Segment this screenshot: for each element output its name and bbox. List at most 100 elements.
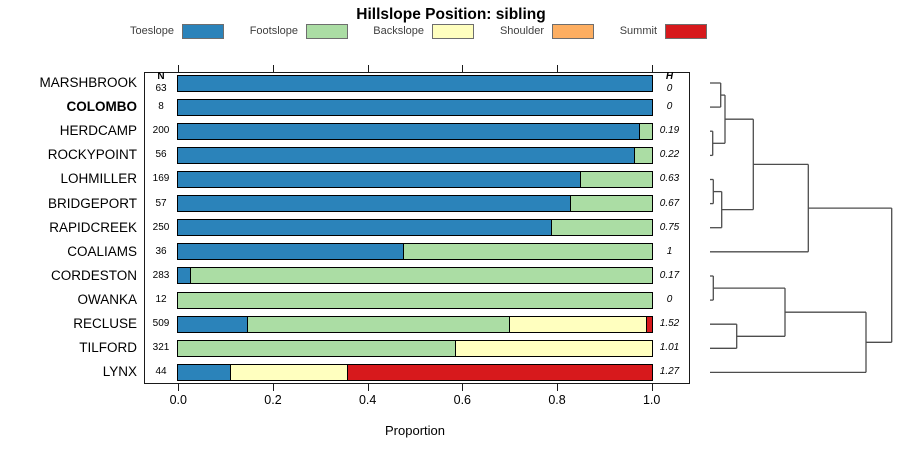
row-n-value: 200 (152, 125, 170, 137)
bar-segment-footslope (551, 220, 652, 236)
row-label: CORDESTON (50, 267, 137, 283)
row-label: TILFORD (79, 340, 137, 356)
row-h-value: 0.19 (659, 125, 680, 137)
dendrogram (710, 82, 893, 374)
bar-segment-footslope (579, 171, 652, 187)
row-h-value: 0.63 (659, 173, 680, 185)
x-tick-bottom (178, 384, 180, 391)
row-h-value: 0.22 (659, 149, 680, 161)
bar-segment-toeslope (178, 196, 571, 212)
row-n-value: 12 (155, 294, 167, 306)
stacked-bar-lohmiller (177, 170, 653, 188)
n-column-header: N (157, 71, 165, 82)
stacked-bar-bridgeport (177, 195, 653, 213)
bar-segment-footslope (634, 147, 652, 163)
bar-segment-footslope (570, 196, 652, 212)
legend-swatch (432, 24, 474, 39)
chart-title: Hillslope Position: sibling (356, 6, 546, 23)
legend-swatch (665, 24, 707, 39)
x-tick-bottom (272, 384, 274, 391)
bar-segment-backslope (230, 364, 347, 380)
row-label: OWANKA (77, 292, 137, 308)
bar-segment-footslope (402, 244, 652, 260)
x-tick-top (651, 65, 653, 72)
x-tick-top (557, 65, 559, 72)
stacked-bar-herdcamp (177, 122, 653, 140)
row-n-value: 57 (155, 197, 167, 209)
legend-swatch (552, 24, 594, 39)
stacked-bar-marshbrook (177, 74, 653, 92)
row-n-value: 509 (152, 318, 170, 330)
bar-segment-toeslope (178, 99, 652, 115)
row-label: ROCKYPOINT (47, 147, 137, 163)
bar-segment-toeslope (178, 220, 552, 236)
row-n-value: 283 (152, 269, 170, 281)
stacked-bar-rapidcreek (177, 219, 653, 237)
row-label: LOHMILLER (60, 171, 137, 187)
legend-label: Backslope (373, 25, 424, 37)
stacked-bar-tilford (177, 339, 653, 357)
bar-segment-toeslope (178, 364, 231, 380)
bar-segment-toeslope (178, 268, 191, 284)
bar-segment-backslope (508, 316, 646, 332)
x-tick-bottom (557, 384, 559, 391)
x-tick-top (462, 65, 464, 72)
row-h-value: 1.27 (659, 366, 680, 378)
x-tick-bottom (651, 384, 653, 391)
row-label: RAPIDCREEK (49, 219, 137, 235)
x-tick-label: 1.0 (642, 393, 661, 407)
row-n-value: 44 (155, 366, 167, 378)
bar-segment-toeslope (178, 147, 635, 163)
stacked-bar-recluse (177, 315, 653, 333)
bar-segment-toeslope (178, 171, 580, 187)
stacked-bar-colombo (177, 98, 653, 116)
row-h-value: 1 (666, 245, 673, 257)
legend-swatch (182, 24, 224, 39)
bar-segment-footslope (178, 292, 652, 308)
x-tick-label: 0.2 (264, 393, 282, 407)
row-n-value: 169 (152, 173, 170, 185)
row-label: BRIDGEPORT (47, 195, 137, 211)
bar-segment-summit (346, 364, 652, 380)
stacked-bar-rockypoint (177, 146, 653, 164)
x-tick-bottom (367, 384, 369, 391)
row-label: RECLUSE (73, 316, 137, 332)
row-n-value: 36 (155, 245, 167, 257)
x-axis-title: Proportion (385, 423, 445, 438)
legend-swatch (306, 24, 348, 39)
legend-label: Footslope (249, 25, 298, 37)
row-label: HERDCAMP (59, 123, 137, 139)
legend-label: Toeslope (129, 25, 174, 37)
row-label: MARSHBROOK (39, 75, 137, 90)
x-tick-label: 0.4 (358, 393, 377, 407)
row-n-value: 250 (152, 221, 170, 233)
stacked-bar-owanka (177, 291, 653, 309)
x-tick-top (272, 65, 274, 72)
bar-segment-footslope (638, 123, 652, 139)
legend-label: Summit (619, 25, 657, 37)
row-n-value: N 63 (145, 71, 177, 95)
x-tick-label: 0.8 (548, 393, 566, 407)
legend-label: Shoulder (499, 25, 544, 37)
row-h-value: 0 (666, 294, 673, 306)
row-h-value: 1.01 (659, 342, 680, 354)
row-h-value: 0.75 (659, 221, 680, 233)
plot-area (144, 72, 690, 384)
row-h-value: 0 (666, 101, 673, 113)
bar-segment-footslope (246, 316, 509, 332)
x-tick-label: 0.0 (169, 393, 187, 407)
bar-segment-footslope (178, 340, 455, 356)
stacked-bar-cordeston (177, 267, 653, 285)
bar-segment-toeslope (178, 316, 247, 332)
bar-segment-toeslope (178, 244, 403, 260)
row-label: LYNX (102, 364, 137, 380)
bar-segment-footslope (190, 268, 652, 284)
row-h-value: 0.17 (659, 269, 680, 281)
h-column-header: H (665, 71, 674, 82)
bar-segment-toeslope (178, 123, 639, 139)
x-tick-bottom (462, 384, 464, 391)
row-n-value: 321 (152, 342, 170, 354)
row-n-value: 8 (158, 101, 164, 113)
